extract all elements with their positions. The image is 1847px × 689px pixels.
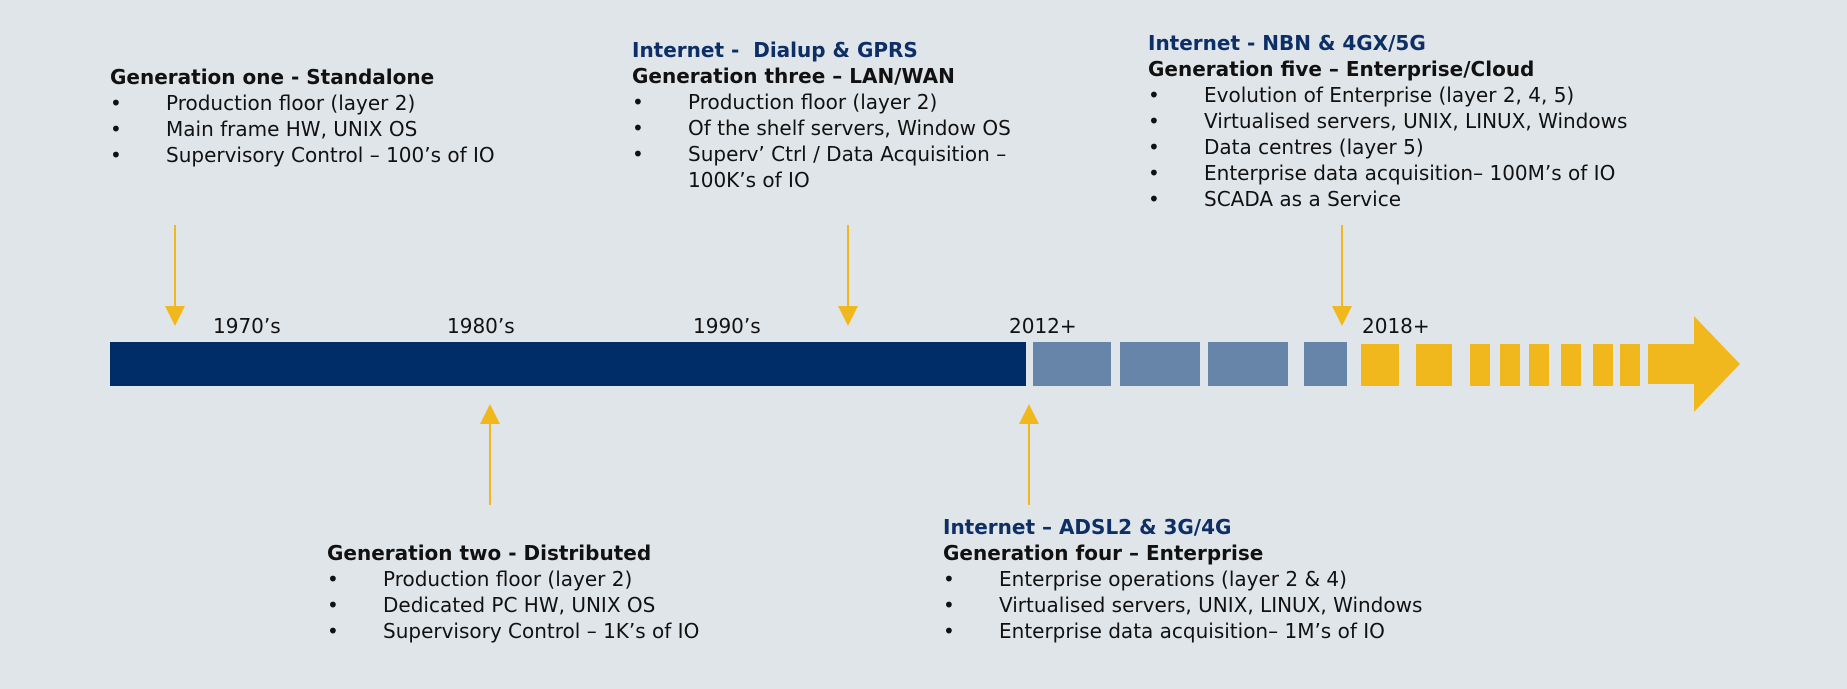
bullet-icon: •: [1148, 135, 1160, 159]
timeline-segment-steel: [1033, 342, 1111, 386]
connector-line-gen-five: [1341, 225, 1343, 309]
list-item: • Superv’ Ctrl / Data Acquisition – 100K’…: [632, 142, 1007, 192]
arrow-down-gen-three: [838, 306, 858, 326]
timeline-segment-steel: [1304, 342, 1347, 386]
bullet-icon: •: [632, 142, 644, 166]
list-item: • Supervisory Control – 100’s of IO: [110, 143, 495, 167]
timeline-segment-gold: [1361, 344, 1399, 386]
bullet-icon: •: [943, 593, 955, 617]
bullet-icon: •: [1148, 109, 1160, 133]
generation-four-internet: Internet – ADSL2 & 3G/4G: [943, 515, 1232, 539]
list-item: • Supervisory Control – 1K’s of IO: [327, 619, 700, 643]
generation-five-list: • Evolution of Enterprise (layer 2, 4, 5)…: [1148, 82, 1708, 212]
list-item: • Production floor (layer 2): [327, 567, 633, 591]
arrow-down-gen-five: [1332, 306, 1352, 326]
generation-five-title: Generation five – Enterprise/Cloud: [1148, 57, 1535, 81]
timeline-segment-steel: [1120, 342, 1200, 386]
bullet-icon: •: [327, 619, 339, 643]
list-item: • Data centres (layer 5): [1148, 135, 1424, 159]
generation-five-internet: Internet - NBN & 4GX/5G: [1148, 31, 1426, 55]
generation-five-block: Internet - NBN & 4GX/5G Generation five …: [1148, 30, 1708, 212]
generation-one-title: Generation one - Standalone: [110, 65, 435, 89]
bullet-icon: •: [1148, 161, 1160, 185]
timeline-segment-gold: [1593, 344, 1613, 386]
arrow-up-gen-two: [480, 404, 500, 424]
list-item: • SCADA as a Service: [1148, 187, 1401, 211]
arrow-down-gen-one: [165, 306, 185, 326]
year-label-1970s: 1970’s: [213, 314, 281, 338]
connector-line-gen-one: [174, 225, 176, 309]
bullet-icon: •: [110, 143, 122, 167]
list-item: • Dedicated PC HW, UNIX OS: [327, 593, 656, 617]
list-item: • Enterprise data acquisition– 100M’s of …: [1148, 161, 1616, 185]
generation-four-list: • Enterprise operations (layer 2 & 4) • Vi…: [943, 566, 1503, 644]
connector-line-gen-two: [489, 421, 491, 505]
bullet-icon: •: [632, 90, 644, 114]
list-item: • Enterprise data acquisition– 1M’s of IO: [943, 619, 1385, 643]
list-item: • Of the shelf servers, Window OS: [632, 116, 1011, 140]
arrow-up-gen-four: [1019, 404, 1039, 424]
bullet-icon: •: [110, 117, 122, 141]
list-item: • Evolution of Enterprise (layer 2, 4, 5): [1148, 83, 1575, 107]
generation-three-list: • Production floor (layer 2) • Of the shel…: [632, 89, 1052, 193]
year-label-1990s: 1990’s: [693, 314, 761, 338]
list-item: • Enterprise operations (layer 2 & 4): [943, 567, 1347, 591]
bullet-icon: •: [943, 619, 955, 643]
timeline-segment-gold: [1620, 344, 1640, 386]
generation-two-list: • Production floor (layer 2) • Dedicated P…: [327, 566, 807, 644]
year-label-1980s: 1980’s: [447, 314, 515, 338]
timeline-segment-gold: [1561, 344, 1581, 386]
bullet-icon: •: [1148, 187, 1160, 211]
bullet-icon: •: [110, 91, 122, 115]
timeline-segment-gold: [1529, 344, 1549, 386]
list-item: • Production floor (layer 2): [632, 90, 938, 114]
timeline-arrowhead: [1648, 316, 1740, 412]
connector-line-gen-four: [1028, 421, 1030, 505]
year-label-2018: 2018+: [1362, 314, 1430, 338]
bullet-icon: •: [1148, 83, 1160, 107]
bullet-icon: •: [327, 593, 339, 617]
generation-two-title: Generation two - Distributed: [327, 541, 652, 565]
timeline-bar-navy: [110, 342, 1026, 386]
bullet-icon: •: [943, 567, 955, 591]
year-label-2012: 2012+: [1009, 314, 1077, 338]
list-item: • Virtualised servers, UNIX, LINUX, Windo…: [1148, 109, 1628, 133]
generation-one-block: Generation one - Standalone • Production …: [110, 64, 570, 168]
bullet-icon: •: [327, 567, 339, 591]
generation-one-list: • Production floor (layer 2) • Main frame …: [110, 90, 570, 168]
list-item: • Main frame HW, UNIX OS: [110, 117, 418, 141]
timeline-segment-gold: [1416, 344, 1452, 386]
generation-three-title: Generation three – LAN/WAN: [632, 64, 955, 88]
timeline-segment-gold: [1500, 344, 1520, 386]
timeline-segment-gold: [1470, 344, 1490, 386]
list-item: • Production floor (layer 2): [110, 91, 416, 115]
list-item: • Virtualised servers, UNIX, LINUX, Windo…: [943, 593, 1423, 617]
generation-four-title: Generation four – Enterprise: [943, 541, 1264, 565]
generation-four-block: Internet – ADSL2 & 3G/4G Generation four…: [943, 514, 1503, 644]
bullet-icon: •: [632, 116, 644, 140]
generation-two-block: Generation two - Distributed • Production…: [327, 540, 807, 644]
connector-line-gen-three: [847, 225, 849, 309]
generation-three-internet: Internet - Dialup & GPRS: [632, 38, 918, 62]
generation-three-block: Internet - Dialup & GPRS Generation thre…: [632, 37, 1052, 193]
timeline-segment-steel: [1208, 342, 1288, 386]
